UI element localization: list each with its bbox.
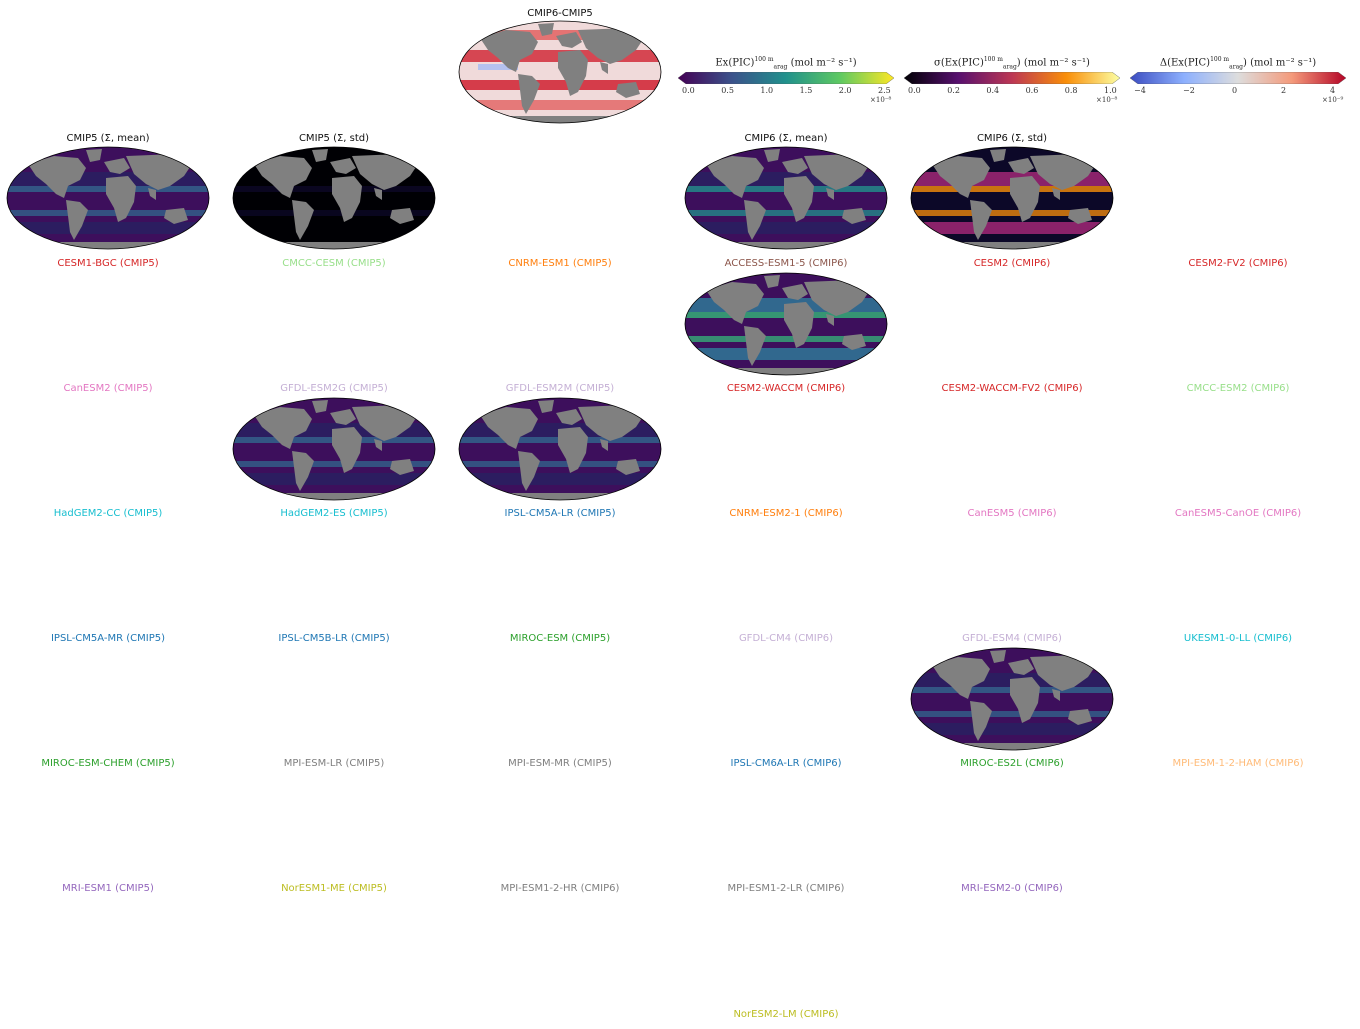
model-label: HadGEM2-ES (CMIP5) [280,508,388,519]
model-map [684,272,888,376]
colorbar-tick-label: 1.0 [760,86,774,95]
model-label: GFDL-CM4 (CMIP6) [738,633,834,644]
model-label: GFDL-ESM2G (CMIP5) [280,383,388,394]
model-label: IPSL-CM5A-MR (CMIP5) [50,633,166,644]
model-label: MPI-ESM-LR (CMIP5) [283,758,385,769]
model-label: CanESM2 (CMIP5) [63,383,153,394]
summary-panel-title: CMIP6 (Σ, mean) [744,133,828,144]
model-label: MIROC-ES2L (CMIP6) [960,758,1064,769]
map-cmip6-minus-cmip5 [458,20,662,124]
colorbar-tick-label: 0.4 [986,86,1000,95]
model-label: CESM2-WACCM (CMIP6) [726,383,846,394]
colorbar-depth: 100 m [1210,56,1230,63]
colorbar-unit: ) (mol m⁻² s⁻¹) [1016,57,1090,69]
colorbar-depth: 100 m [754,56,774,63]
colorbar-coolwarm [1130,72,1346,84]
colorbar-tick-label: −2 [1183,86,1195,95]
model-label: CNRM-ESM2-1 (CMIP6) [729,508,843,519]
model-label: MPI-ESM1-2-LR (CMIP6) [727,883,845,894]
colorbar-tick-label: 1.5 [799,86,813,95]
colorbar-title: σ(Ex(PIC)100 marag) (mol m⁻² s⁻¹) [904,56,1120,70]
model-label: CMCC-CESM (CMIP5) [282,258,386,269]
model-label: MPI-ESM-1-2-HAM (CMIP6) [1172,758,1304,769]
colorbar-tick-label: 0.2 [947,86,960,95]
colorbar-tick-label: 1.0 [1104,86,1117,95]
model-label: CanESM5 (CMIP6) [967,508,1057,519]
colorbar-multiplier: ×10⁻⁸ [870,96,892,104]
colorbar-tick-label: 2 [1281,86,1287,95]
colorbar-tick-label: 0.8 [1064,86,1078,95]
model-label: GFDL-ESM2M (CMIP5) [505,383,615,394]
model-label: MIROC-ESM-CHEM (CMIP5) [41,758,175,769]
model-label: MRI-ESM2-0 (CMIP6) [961,883,1063,894]
summary-panel-title: CMIP5 (Σ, std) [298,133,370,144]
model-map [458,397,662,501]
colorbar-tick-label: 0.0 [908,86,921,95]
model-map [232,397,436,501]
colorbar-tick-label: −4 [1134,86,1146,95]
colorbar-depth: 100 m [983,56,1003,63]
colorbar-subscript: arag [1002,63,1017,71]
model-label: IPSL-CM5B-LR (CMIP5) [278,633,390,644]
colorbar-subscript: arag [1229,63,1243,71]
model-label: IPSL-CM5A-LR (CMIP5) [504,508,616,519]
colorbar-tick-label: 4 [1330,86,1336,95]
model-label: NorESM1-ME (CMIP5) [281,883,387,894]
model-map [910,647,1114,751]
colorbar-quantity: σ(Ex(PIC) [934,57,984,69]
model-label: GFDL-ESM4 (CMIP6) [962,633,1062,644]
model-label: MIROC-ESM (CMIP5) [509,633,611,644]
model-label: CNRM-ESM1 (CMIP5) [508,258,612,269]
colorbar-multiplier: ×10⁻⁹ [1322,96,1344,104]
colorbar-tick-label: 2.5 [878,86,891,95]
colorbar-tick-label: 2.0 [838,86,852,95]
model-label: MPI-ESM-MR (CMIP5) [508,758,612,769]
summary-panel-title: CMIP5 (Σ, mean) [66,133,150,144]
model-label: CESM2-FV2 (CMIP6) [1188,258,1288,269]
model-label: MPI-ESM1-2-HR (CMIP6) [500,883,620,894]
colorbar-tick-label: 0.6 [1025,86,1039,95]
colorbar-quantity: Δ(Ex(PIC) [1159,57,1211,69]
colorbar-subscript: arag [773,63,788,71]
summary-map [6,146,210,250]
colorbar-quantity: Ex(PIC) [715,57,755,69]
colorbar-unit: (mol m⁻² s⁻¹) [787,57,857,69]
colorbar-tick-label: 0 [1232,86,1238,95]
model-label: UKESM1-0-LL (CMIP6) [1183,633,1293,644]
colorbar-unit: ) (mol m⁻² s⁻¹) [1243,57,1317,69]
model-label: CESM1-BGC (CMIP5) [57,258,159,269]
model-label: NorESM2-LM (CMIP6) [733,1009,839,1020]
colorbar-tick-label: 0.0 [682,86,695,95]
model-label: MRI-ESM1 (CMIP5) [62,883,154,894]
model-label: CESM2-WACCM-FV2 (CMIP6) [941,383,1083,394]
summary-map [684,146,888,250]
colorbar-title: Δ(Ex(PIC)100 marag) (mol m⁻² s⁻¹) [1130,56,1346,70]
colorbar-viridis [678,72,894,84]
model-label: HadGEM2-CC (CMIP5) [53,508,163,519]
colorbar-tick-label: 0.5 [721,86,734,95]
colorbar-title: Ex(PIC)100 marag (mol m⁻² s⁻¹) [678,56,894,70]
panel-title-diff: CMIP6-CMIP5 [527,8,593,19]
model-label: ACCESS-ESM1-5 (CMIP6) [724,258,848,269]
model-label: CESM2 (CMIP6) [973,258,1051,269]
summary-map [910,146,1114,250]
colorbar-multiplier: ×10⁻⁸ [1096,96,1118,104]
summary-map [232,146,436,250]
model-label: IPSL-CM6A-LR (CMIP6) [730,758,842,769]
colorbar-inferno [904,72,1120,84]
summary-panel-title: CMIP6 (Σ, std) [976,133,1048,144]
model-label: CanESM5-CanOE (CMIP6) [1174,508,1302,519]
model-label: CMCC-ESM2 (CMIP6) [1186,383,1290,394]
